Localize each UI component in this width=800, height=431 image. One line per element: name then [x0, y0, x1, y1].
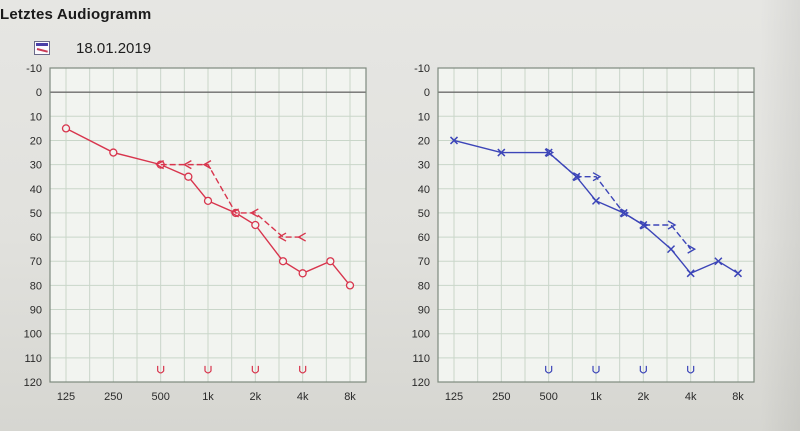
x-tick-label: 125 — [445, 391, 463, 403]
data-point-cross — [714, 257, 723, 266]
series-line — [548, 152, 692, 250]
data-point-circle — [184, 172, 193, 181]
data-point-bone-right — [573, 172, 582, 182]
screen-edge-shade — [760, 0, 800, 431]
audiogram-chart-right-ear: -10 0 10 20 30 40 50 60 70 80 90 100 110 120 125 250 500… — [24, 63, 367, 403]
data-point-circle — [203, 196, 213, 205]
data-point-bone-right — [667, 220, 677, 230]
y-tick-label: 30 — [418, 160, 430, 172]
plot-frame — [49, 67, 367, 383]
data-point-bone-right — [687, 244, 697, 254]
y-tick-label: 90 — [30, 305, 42, 317]
data-point-circle — [61, 124, 71, 133]
data-point-u-marker — [251, 365, 259, 374]
y-tick-label: 70 — [418, 256, 430, 268]
y-tick-label: 80 — [30, 280, 42, 292]
data-point-circle — [326, 257, 335, 266]
x-tick-label: 4k — [685, 391, 697, 403]
data-point-u-marker — [639, 365, 647, 374]
x-tick-label: 8k — [344, 391, 356, 403]
data-point-u-marker — [204, 365, 212, 374]
y-tick-label: 120 — [24, 377, 42, 389]
data-point-u-marker — [157, 365, 165, 374]
y-tick-label: 40 — [418, 184, 430, 196]
y-tick-label: 30 — [30, 160, 42, 172]
y-tick-label: 100 — [24, 329, 42, 341]
y-tick-label: 20 — [30, 135, 42, 147]
x-tick-label: 250 — [104, 391, 122, 403]
y-tick-label: 110 — [412, 353, 430, 365]
y-tick-label: 60 — [418, 232, 430, 244]
data-point-bone-right — [620, 208, 630, 218]
y-tick-label: 50 — [418, 208, 430, 220]
data-point-cross — [733, 269, 743, 278]
x-tick-label: 4k — [297, 391, 309, 403]
page-title: Letztes Audiogramm — [0, 6, 152, 23]
data-point-bone-right — [545, 147, 555, 158]
data-point-bone-left — [155, 160, 165, 170]
y-tick-label: 120 — [412, 377, 430, 389]
y-tick-label: -10 — [414, 63, 430, 75]
x-tick-label: 500 — [539, 391, 557, 403]
y-tick-label: 60 — [30, 232, 42, 244]
data-point-bone-left — [202, 160, 212, 170]
data-point-bone-right — [592, 172, 602, 182]
y-tick-label: 10 — [30, 111, 42, 123]
data-point-bone-right — [639, 220, 649, 230]
plot-frame — [437, 67, 755, 383]
data-point-cross — [497, 148, 506, 157]
y-tick-label: 110 — [24, 353, 42, 365]
y-tick-label: 0 — [36, 87, 42, 99]
y-tick-label: 80 — [418, 280, 430, 292]
data-point-circle — [345, 281, 355, 290]
data-point-bone-left — [182, 160, 192, 170]
y-tick-label: 0 — [424, 87, 430, 99]
data-point-u-marker — [592, 365, 600, 374]
data-point-bone-left — [249, 208, 259, 218]
data-point-cross — [639, 220, 648, 230]
data-point-u-marker — [545, 365, 553, 374]
data-point-cross — [591, 196, 601, 205]
y-tick-label: 20 — [418, 135, 430, 147]
series-line — [160, 163, 303, 238]
data-point-circle — [278, 257, 288, 266]
data-point-circle — [251, 220, 260, 230]
audiogram-icon-bar — [36, 43, 48, 46]
y-tick-label: 90 — [418, 305, 430, 317]
data-point-cross — [686, 269, 695, 278]
data-point-circle — [109, 148, 118, 157]
data-point-bone-left — [230, 208, 240, 218]
y-tick-label: 10 — [418, 111, 430, 123]
y-tick-label: -10 — [26, 63, 42, 75]
data-point-bone-left — [297, 232, 307, 242]
y-tick-label: 100 — [412, 329, 430, 341]
x-tick-label: 2k — [250, 391, 262, 403]
x-tick-label: 125 — [57, 391, 75, 403]
data-point-u-marker — [299, 365, 307, 374]
audiogram-icon[interactable] — [34, 41, 50, 55]
audiogram-date: 18.01.2019 — [76, 39, 152, 57]
data-point-cross — [666, 245, 676, 254]
audiogram-date-row: 18.01.2019 — [34, 38, 151, 58]
x-tick-label: 1k — [202, 391, 214, 403]
data-point-cross — [449, 136, 459, 145]
x-tick-label: 500 — [151, 391, 169, 403]
data-point-u-marker — [687, 365, 695, 374]
audiogram-icon-line — [36, 48, 48, 53]
y-tick-label: 40 — [30, 184, 42, 196]
y-tick-label: 70 — [30, 256, 42, 268]
x-tick-label: 1k — [590, 391, 602, 403]
audiogram-chart-left-ear: -10 0 10 20 30 40 50 60 70 80 90 100 110 120 125 250 500… — [412, 63, 755, 403]
y-tick-label: 50 — [30, 208, 42, 220]
x-tick-label: 2k — [638, 391, 650, 403]
data-point-bone-left — [277, 232, 287, 242]
data-point-circle — [298, 269, 307, 278]
x-tick-label: 250 — [492, 391, 510, 403]
x-tick-label: 8k — [732, 391, 744, 403]
